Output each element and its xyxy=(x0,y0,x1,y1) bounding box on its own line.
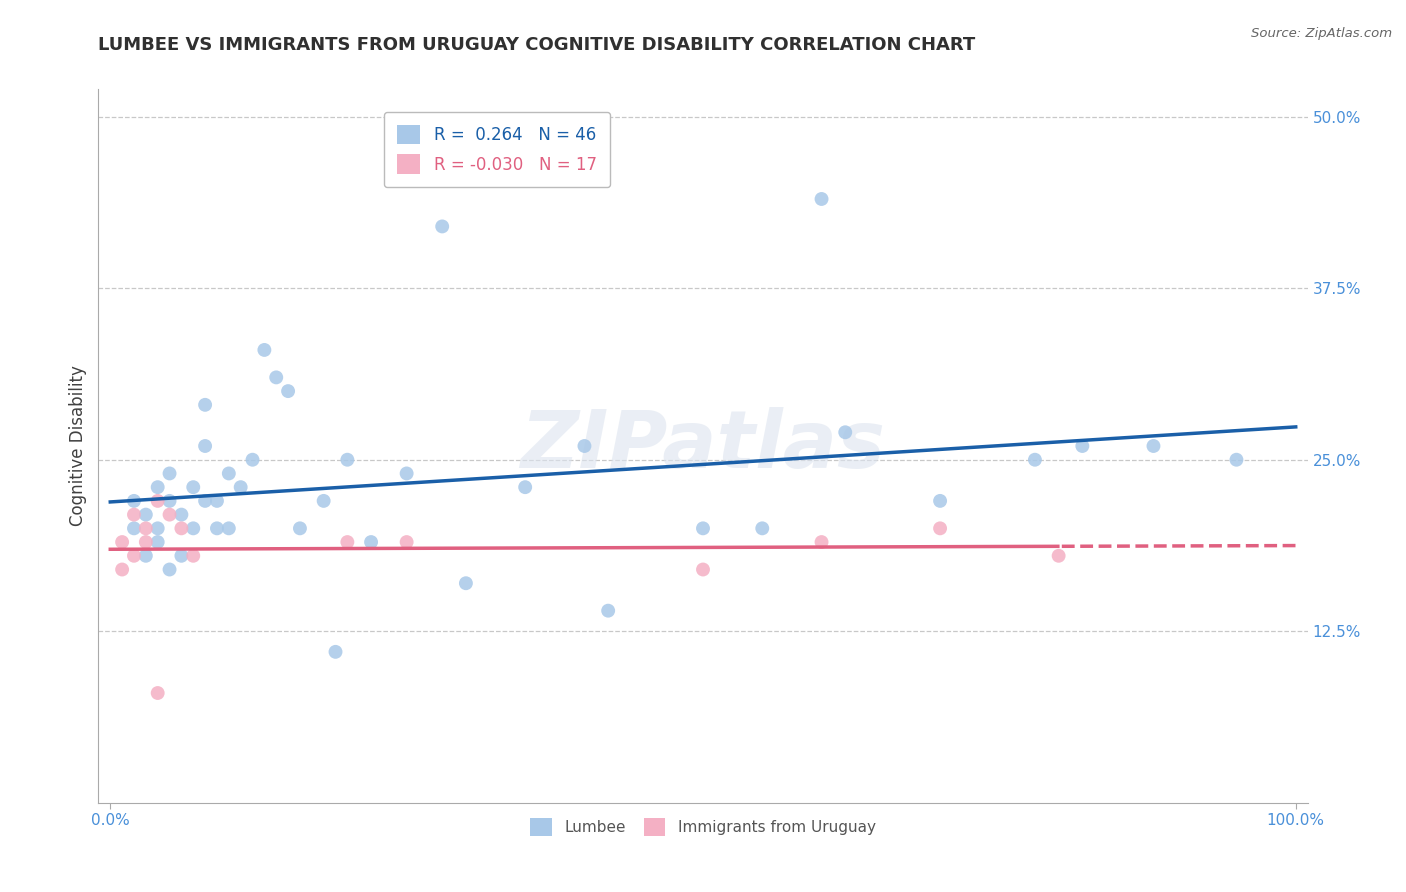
Point xyxy=(395,535,418,549)
Point xyxy=(253,343,276,357)
Point xyxy=(810,192,832,206)
Point xyxy=(122,521,145,535)
Point xyxy=(170,521,193,535)
Point xyxy=(810,535,832,549)
Point xyxy=(181,480,204,494)
Point xyxy=(336,535,359,549)
Point xyxy=(135,508,157,522)
Point xyxy=(194,439,217,453)
Point xyxy=(515,480,537,494)
Point xyxy=(146,480,169,494)
Point xyxy=(1142,439,1164,453)
Point xyxy=(751,521,773,535)
Text: LUMBEE VS IMMIGRANTS FROM URUGUAY COGNITIVE DISABILITY CORRELATION CHART: LUMBEE VS IMMIGRANTS FROM URUGUAY COGNIT… xyxy=(98,36,976,54)
Point xyxy=(242,452,264,467)
Point xyxy=(692,521,714,535)
Point xyxy=(205,521,228,535)
Point xyxy=(194,398,217,412)
Point xyxy=(159,508,181,522)
Point xyxy=(1225,452,1247,467)
Point xyxy=(170,508,193,522)
Point xyxy=(454,576,477,591)
Point xyxy=(146,686,169,700)
Point xyxy=(122,494,145,508)
Point xyxy=(135,549,157,563)
Point xyxy=(834,425,856,440)
Point xyxy=(170,549,193,563)
Point xyxy=(181,549,204,563)
Point xyxy=(929,494,952,508)
Point xyxy=(1047,549,1070,563)
Point xyxy=(277,384,299,398)
Point xyxy=(1024,452,1046,467)
Y-axis label: Cognitive Disability: Cognitive Disability xyxy=(69,366,87,526)
Point xyxy=(598,604,620,618)
Point xyxy=(146,521,169,535)
Point xyxy=(929,521,952,535)
Point xyxy=(146,494,169,508)
Point xyxy=(312,494,335,508)
Text: ZIPatlas: ZIPatlas xyxy=(520,407,886,485)
Point xyxy=(135,535,157,549)
Point xyxy=(432,219,454,234)
Point xyxy=(264,370,287,384)
Point xyxy=(325,645,347,659)
Point xyxy=(135,521,157,535)
Point xyxy=(159,494,181,508)
Text: Source: ZipAtlas.com: Source: ZipAtlas.com xyxy=(1251,27,1392,40)
Point xyxy=(205,494,228,508)
Point xyxy=(122,508,145,522)
Point xyxy=(360,535,382,549)
Point xyxy=(288,521,311,535)
Point xyxy=(159,562,181,576)
Point xyxy=(218,467,240,481)
Point xyxy=(229,480,252,494)
Point xyxy=(181,521,204,535)
Point xyxy=(218,521,240,535)
Point xyxy=(122,549,145,563)
Point xyxy=(1071,439,1094,453)
Point xyxy=(146,535,169,549)
Point xyxy=(111,535,134,549)
Point xyxy=(395,467,418,481)
Point xyxy=(159,467,181,481)
Point xyxy=(111,562,134,576)
Point xyxy=(574,439,596,453)
Point xyxy=(692,562,714,576)
Point xyxy=(336,452,359,467)
Legend: Lumbee, Immigrants from Uruguay: Lumbee, Immigrants from Uruguay xyxy=(522,809,884,845)
Point xyxy=(194,494,217,508)
